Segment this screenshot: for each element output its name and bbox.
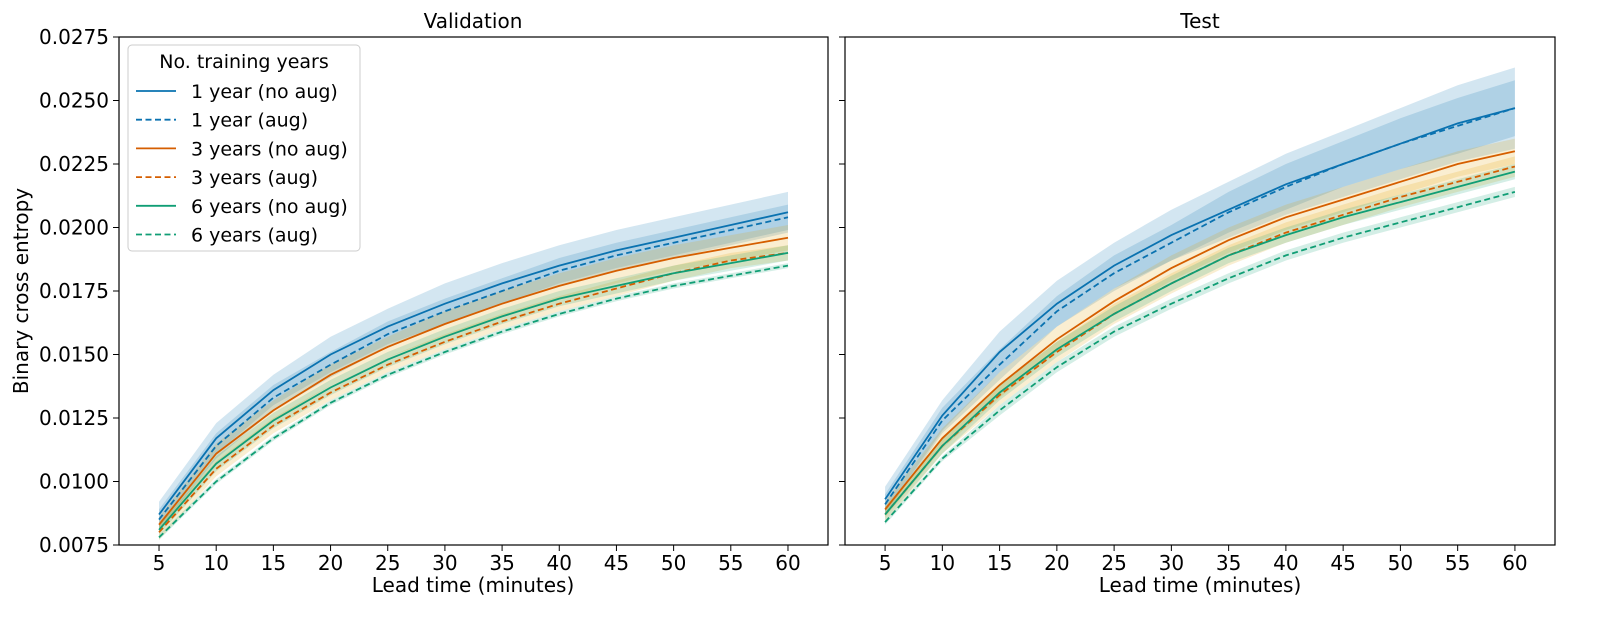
validation-xtick-label: 20 <box>318 551 343 575</box>
test-panel: Test 5 10 15 20 25 30 35 40 45 50 55 60 Lead time (… <box>839 9 1556 597</box>
validation-series-line-3 <box>158 252 789 533</box>
test-xtick-label: 20 <box>1044 551 1069 575</box>
test-xtick-label: 50 <box>1388 551 1413 575</box>
validation-title: Validation <box>424 9 523 33</box>
ytick-label: 0.0225 <box>39 152 109 176</box>
test-xlabel: Lead time (minutes) <box>1099 573 1302 597</box>
validation-series-line-1 <box>158 216 789 521</box>
test-series-line-2 <box>884 150 1516 510</box>
test-xtick-label: 55 <box>1445 551 1470 575</box>
test-title: Test <box>1179 9 1220 33</box>
validation-series-line-4 <box>158 252 789 531</box>
validation-xtick-label: 40 <box>547 551 572 575</box>
legend-label-2: 3 years (no aug) <box>191 138 348 160</box>
test-xtick-label: 45 <box>1330 551 1355 575</box>
validation-xtick-label: 15 <box>261 551 286 575</box>
validation-xtick-label: 45 <box>604 551 629 575</box>
validation-band-1 <box>159 204 788 530</box>
test-series-line-5 <box>884 191 1516 523</box>
validation-xtick-label: 55 <box>718 551 743 575</box>
legend-label-0: 1 year (no aug) <box>191 81 338 103</box>
test-xtick-label: 5 <box>879 551 892 575</box>
test-series-line-4 <box>884 170 1516 516</box>
ytick-label: 0.0250 <box>39 89 109 113</box>
legend: No. training years 1 year (no aug) 1 year… <box>127 44 361 252</box>
legend-label-1: 1 year (aug) <box>191 110 308 132</box>
test-band-1 <box>885 80 1515 515</box>
validation-band-2 <box>159 225 788 533</box>
validation-xlabel: Lead time (minutes) <box>372 573 575 597</box>
ytick-label: 0.0175 <box>39 279 109 303</box>
legend-frame <box>127 44 361 252</box>
test-xtick-label: 25 <box>1101 551 1126 575</box>
ytick-label: 0.0075 <box>39 533 109 557</box>
ytick-label: 0.0150 <box>39 343 109 367</box>
test-series-line-0 <box>884 107 1516 500</box>
y-axis-label: Binary cross entropy <box>9 188 33 394</box>
validation-xtick-label: 30 <box>432 551 457 575</box>
validation-xtick-label: 25 <box>375 551 400 575</box>
legend-label-3: 3 years (aug) <box>191 167 318 189</box>
validation-series-line-0 <box>158 211 789 516</box>
validation-xtick-label: 5 <box>153 551 166 575</box>
test-xtick-label: 30 <box>1159 551 1184 575</box>
validation-series-line-5 <box>158 264 789 539</box>
validation-series-line-2 <box>158 236 789 526</box>
test-xtick-label: 60 <box>1502 551 1527 575</box>
test-xtick-label: 40 <box>1273 551 1298 575</box>
validation-xtick-label: 50 <box>661 551 686 575</box>
validation-xtick-label: 60 <box>775 551 800 575</box>
test-band-3 <box>885 156 1515 523</box>
ytick-label: 0.0125 <box>39 406 109 430</box>
ytick-label: 0.0100 <box>39 470 109 494</box>
validation-panel: Validation 0.0075 0.0100 0.0125 0.0150 0.017… <box>39 9 829 597</box>
test-band-0 <box>885 67 1515 512</box>
ytick-label: 0.0200 <box>39 216 109 240</box>
validation-xtick-label: 35 <box>489 551 514 575</box>
test-xtick-label: 10 <box>930 551 955 575</box>
ytick-label: 0.0275 <box>39 25 109 49</box>
test-xtick-label: 15 <box>987 551 1012 575</box>
validation-xtick-label: 10 <box>203 551 228 575</box>
legend-label-4: 6 years (no aug) <box>191 196 348 218</box>
legend-label-5: 6 years (aug) <box>191 225 318 247</box>
test-xtick-label: 35 <box>1216 551 1241 575</box>
test-band-2 <box>885 138 1515 518</box>
legend-title: No. training years <box>159 51 329 73</box>
